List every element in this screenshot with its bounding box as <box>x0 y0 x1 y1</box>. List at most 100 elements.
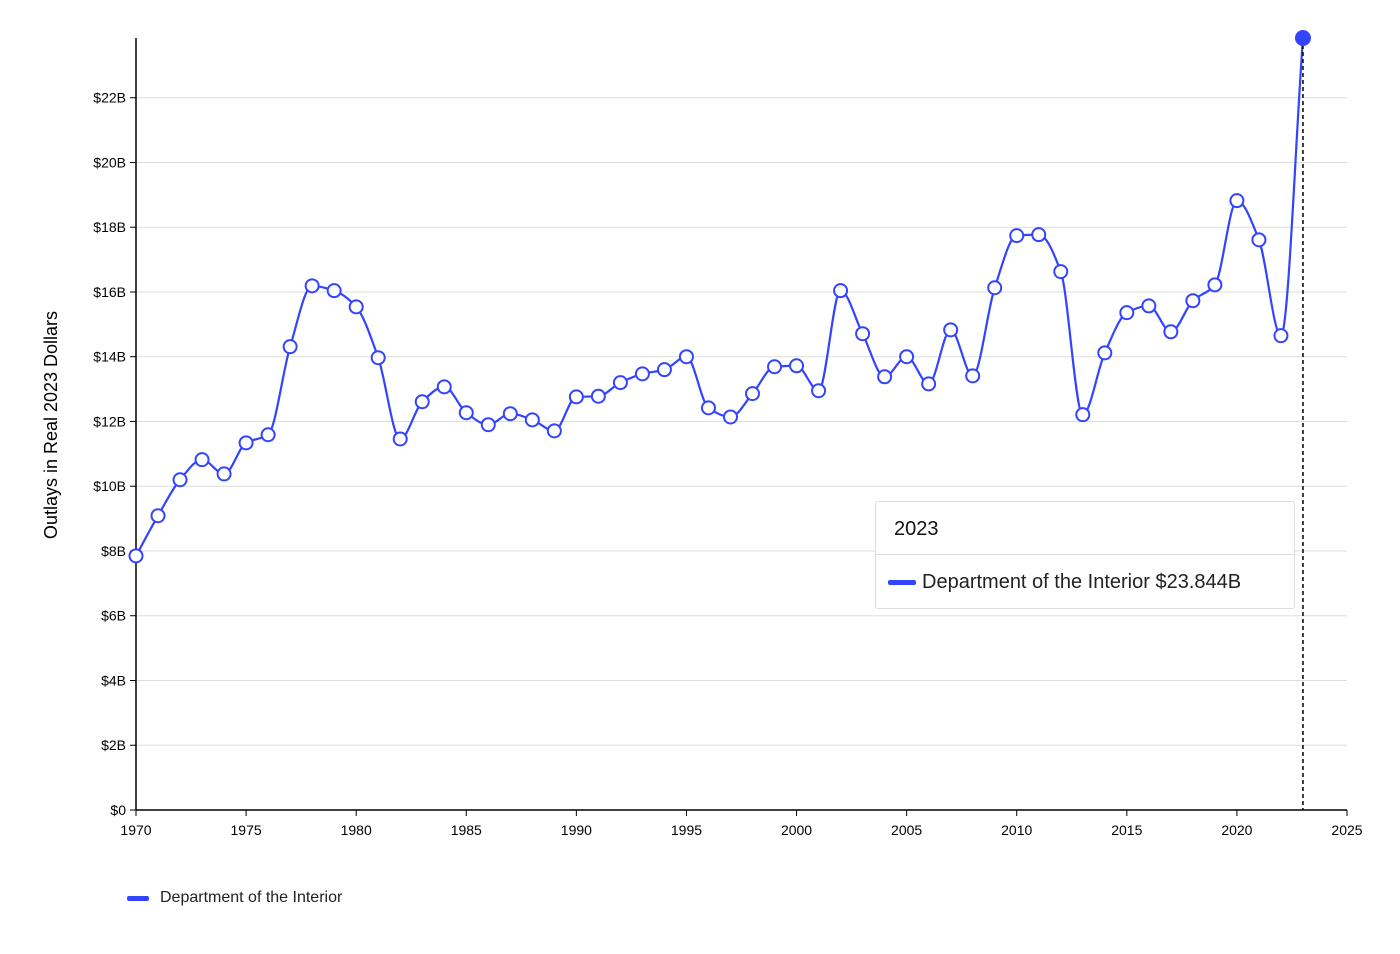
data-point <box>965 368 981 384</box>
series-line <box>135 37 1305 557</box>
y-axis-label: Outlays in Real 2023 Dollars <box>41 311 61 539</box>
data-point <box>546 423 562 439</box>
data-point <box>767 359 783 375</box>
x-tick: 1970 <box>120 810 152 838</box>
data-point <box>502 406 518 422</box>
data-point <box>811 383 827 399</box>
legend-swatch-icon <box>127 895 149 901</box>
x-tick-label: 1970 <box>120 822 151 838</box>
y-tick-label: $4B <box>101 672 126 688</box>
data-point <box>436 379 452 395</box>
y-tick-label: $8B <box>101 543 126 559</box>
data-point <box>855 326 871 342</box>
data-point <box>370 350 386 366</box>
data-point <box>1229 193 1245 209</box>
data-point <box>480 417 496 433</box>
y-tick-label: $22B <box>93 90 126 106</box>
data-point <box>1053 264 1069 280</box>
data-point <box>1031 227 1047 243</box>
x-tick: 1985 <box>451 810 482 838</box>
y-tick-label: $6B <box>101 608 126 624</box>
y-tick: $16B <box>93 284 1347 300</box>
y-tick-label: $16B <box>93 284 126 300</box>
data-point <box>1273 328 1289 344</box>
y-tick-label: $20B <box>93 154 126 170</box>
y-tick: $0 <box>110 802 136 818</box>
data-point <box>1207 277 1223 293</box>
legend-label: Department of the Interior <box>160 889 343 906</box>
data-point <box>921 376 937 392</box>
tooltip: 2023 Department of the Interior $23.844B <box>875 501 1295 609</box>
data-point <box>943 322 959 338</box>
data-point <box>458 405 474 421</box>
data-point <box>172 472 188 488</box>
data-point <box>634 366 650 382</box>
x-tick: 1995 <box>671 810 702 838</box>
tooltip-title: 2023 <box>876 502 1294 555</box>
data-point <box>745 386 761 402</box>
data-point <box>194 452 210 468</box>
legend-item[interactable]: Department of the Interior <box>127 889 342 907</box>
y-tick: $18B <box>93 219 1347 235</box>
data-point <box>282 339 298 355</box>
data-point <box>833 283 849 299</box>
data-point <box>1141 298 1157 314</box>
data-point <box>700 400 716 416</box>
tooltip-row: Department of the Interior $23.844B <box>876 555 1294 610</box>
y-tick-label: $2B <box>101 737 126 753</box>
data-point <box>392 431 408 447</box>
y-tick-label: $0 <box>110 802 126 818</box>
x-tick: 2010 <box>1001 810 1033 838</box>
y-tick-label: $18B <box>93 219 126 235</box>
data-point <box>150 508 166 524</box>
x-tick: 1990 <box>561 810 592 838</box>
data-point <box>1185 293 1201 309</box>
data-point <box>656 362 672 378</box>
data-point <box>260 427 276 443</box>
data-point <box>1009 228 1025 244</box>
x-tick-label: 2015 <box>1111 822 1142 838</box>
x-tick: 2015 <box>1111 810 1143 838</box>
x-tick-label: 1985 <box>451 822 482 838</box>
x-tick: 1980 <box>341 810 372 838</box>
data-point <box>789 358 805 374</box>
tooltip-value: $23.844B <box>1155 571 1242 593</box>
data-point <box>348 299 364 315</box>
x-tick-label: 1980 <box>341 822 372 838</box>
x-tick: 1975 <box>231 810 262 838</box>
data-point <box>877 369 893 385</box>
data-point <box>590 388 606 404</box>
x-tick-label: 1975 <box>231 822 262 838</box>
data-point <box>128 548 144 564</box>
data-point <box>216 466 232 482</box>
x-tick-label: 2000 <box>781 822 812 838</box>
series-swatch-icon <box>888 580 916 585</box>
y-tick: $12B <box>93 413 1347 429</box>
highlighted-point <box>1294 30 1311 46</box>
data-point <box>1119 305 1135 321</box>
x-tick-label: 2005 <box>891 822 922 838</box>
data-point <box>1163 324 1179 340</box>
data-point <box>1251 232 1267 248</box>
x-tick: 2005 <box>891 810 922 838</box>
y-tick: $10B <box>93 478 1347 494</box>
data-point <box>1075 407 1091 423</box>
y-tick-label: $10B <box>93 478 126 494</box>
data-point <box>899 349 915 365</box>
x-tick-label: 2020 <box>1221 822 1252 838</box>
y-tick: $2B <box>101 737 1347 753</box>
x-tick-label: 2010 <box>1001 822 1032 838</box>
data-point <box>304 278 320 294</box>
data-point <box>326 283 342 299</box>
y-tick: $14B <box>93 349 1347 365</box>
x-tick-label: 2025 <box>1331 822 1362 838</box>
x-tick-label: 1995 <box>671 822 702 838</box>
data-point <box>722 409 738 425</box>
data-point <box>238 435 254 451</box>
data-point <box>612 375 628 391</box>
y-tick: $22B <box>93 90 1347 106</box>
x-tick: 2000 <box>781 810 812 838</box>
data-point <box>987 280 1003 296</box>
y-tick: $4B <box>101 672 1347 688</box>
x-tick-label: 1990 <box>561 822 592 838</box>
